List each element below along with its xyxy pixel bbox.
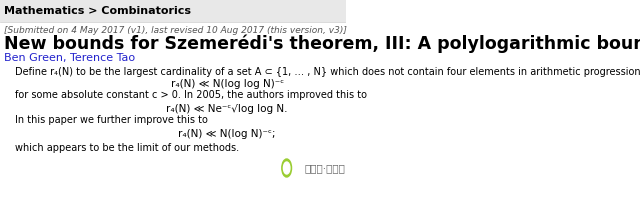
Text: r₄(N) ≪ N(log log N)⁻ᶜ: r₄(N) ≪ N(log log N)⁻ᶜ xyxy=(171,79,284,89)
Bar xyxy=(0,0,346,22)
Text: Ben Green, Terence Tao: Ben Green, Terence Tao xyxy=(4,53,136,63)
Text: Mathematics > Combinatorics: Mathematics > Combinatorics xyxy=(4,6,191,16)
Text: which appears to be the limit of our methods.: which appears to be the limit of our met… xyxy=(15,143,239,153)
Text: 公众号·量子位: 公众号·量子位 xyxy=(305,163,346,173)
Text: [Submitted on 4 May 2017 (v1), last revised 10 Aug 2017 (this version, v3)]: [Submitted on 4 May 2017 (v1), last revi… xyxy=(4,26,348,35)
Text: r₄(N) ≪ Ne⁻ᶜ√log log N.: r₄(N) ≪ Ne⁻ᶜ√log log N. xyxy=(166,104,288,114)
Circle shape xyxy=(282,159,292,177)
Text: for some absolute constant c > 0. In 2005, the authors improved this to: for some absolute constant c > 0. In 200… xyxy=(15,90,367,100)
Text: r₄(N) ≪ N(log N)⁻ᶜ;: r₄(N) ≪ N(log N)⁻ᶜ; xyxy=(179,129,276,139)
Text: New bounds for Szemerédi's theorem, III: A polylogarithmic bound for r₄(N): New bounds for Szemerédi's theorem, III:… xyxy=(4,35,640,53)
Circle shape xyxy=(284,162,290,174)
Text: Define r₄(N) to be the largest cardinality of a set A ⊂ {1, … , N} which does no: Define r₄(N) to be the largest cardinali… xyxy=(15,67,640,77)
Text: In this paper we further improve this to: In this paper we further improve this to xyxy=(15,115,208,125)
